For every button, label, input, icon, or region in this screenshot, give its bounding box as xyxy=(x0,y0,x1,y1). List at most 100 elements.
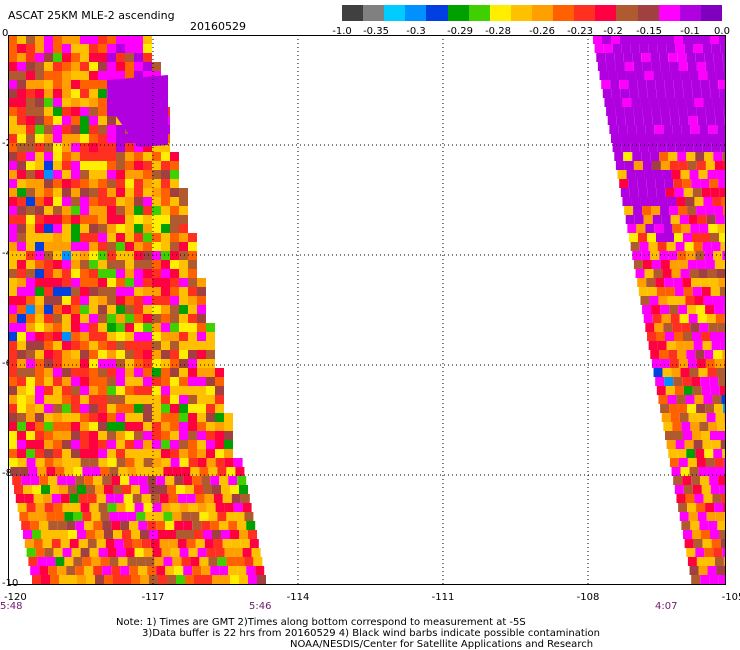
swath-cell xyxy=(690,422,700,431)
swath-cell xyxy=(138,566,148,575)
swath-cell xyxy=(650,350,660,359)
swath-cell xyxy=(26,278,35,287)
swath-cell xyxy=(26,386,35,395)
swath-cell xyxy=(44,44,53,53)
swath-cell xyxy=(659,251,669,260)
swath-cell xyxy=(89,404,98,413)
swath-cell xyxy=(8,377,17,386)
swath-cell xyxy=(698,566,708,575)
swath-cell xyxy=(71,440,80,449)
swath-cell xyxy=(107,53,116,62)
swath-cell xyxy=(118,512,128,521)
swath-cell xyxy=(642,161,652,170)
swath-cell xyxy=(627,224,637,233)
colorbar-swatch xyxy=(658,5,681,21)
swath-cell xyxy=(633,161,643,170)
swath-cell xyxy=(98,548,108,557)
swath-cell xyxy=(143,278,152,287)
swath-cell xyxy=(116,431,125,440)
swath-cell xyxy=(683,89,693,98)
swath-cell xyxy=(33,539,43,548)
swath-cell xyxy=(646,80,656,89)
swath-cell xyxy=(98,341,107,350)
swath-cell xyxy=(620,188,630,197)
swath-cell xyxy=(190,557,200,566)
swath-cell xyxy=(143,431,152,440)
swath-cell xyxy=(80,107,89,116)
swath-cell xyxy=(235,557,245,566)
swath-cell xyxy=(152,296,161,305)
swath-cell xyxy=(188,233,197,242)
swath-cell xyxy=(707,368,717,377)
swath-cell xyxy=(158,485,167,494)
swath-cell xyxy=(666,44,676,53)
swath-cell xyxy=(35,251,44,260)
swath-cell xyxy=(170,503,180,512)
swath-cell xyxy=(71,404,80,413)
swath-cell xyxy=(661,413,671,422)
swath-cell xyxy=(134,278,143,287)
swath-cell xyxy=(143,287,152,296)
swath-cell xyxy=(226,467,236,476)
swath-cell xyxy=(662,170,672,179)
swath-cell xyxy=(71,323,80,332)
swath-cell xyxy=(636,125,646,134)
swath-cell xyxy=(632,53,642,62)
swath-cell xyxy=(716,269,726,278)
swath-cell xyxy=(652,116,662,125)
swath-cell xyxy=(697,116,707,125)
x-tick-label: -120 xyxy=(4,592,27,603)
swath-cell xyxy=(679,512,689,521)
swath-cell xyxy=(190,512,200,521)
swath-cell xyxy=(84,521,94,530)
swath-cell xyxy=(170,242,179,251)
swath-cell xyxy=(651,161,661,170)
swath-cell xyxy=(675,341,685,350)
swath-cell xyxy=(705,260,715,269)
swath-cell xyxy=(242,548,252,557)
swath-cell xyxy=(8,404,17,413)
swath-cell xyxy=(648,143,658,152)
swath-cell xyxy=(26,404,35,413)
colorbar-swatch xyxy=(700,5,723,21)
swath-cell xyxy=(35,404,44,413)
swath-cell xyxy=(89,197,98,206)
swath-cell xyxy=(8,233,17,242)
swath-cell xyxy=(206,422,215,431)
swath-cell xyxy=(648,341,658,350)
swath-cell xyxy=(614,152,624,161)
swath-cell xyxy=(662,269,672,278)
swath-cell xyxy=(14,485,23,494)
swath-cell xyxy=(138,521,148,530)
swath-cell xyxy=(35,269,44,278)
swath-cell xyxy=(228,566,238,575)
swath-cell xyxy=(179,422,188,431)
swath-cell xyxy=(224,413,233,422)
swath-cell xyxy=(667,296,677,305)
swath-cell xyxy=(53,341,62,350)
swath-cell xyxy=(59,575,68,584)
swath-cell xyxy=(654,224,664,233)
swath-cell xyxy=(720,440,726,449)
swath-cell xyxy=(672,422,682,431)
swath-cell xyxy=(635,170,645,179)
swath-cell xyxy=(710,134,719,143)
swath-cell xyxy=(8,458,18,467)
swath-cell xyxy=(657,44,667,53)
swath-cell xyxy=(619,179,629,188)
swath-cell xyxy=(694,395,704,404)
swath-cell xyxy=(80,287,89,296)
swath-cell xyxy=(53,107,62,116)
swath-cell xyxy=(28,467,38,476)
swath-cell xyxy=(648,242,658,251)
swath-cell xyxy=(197,359,206,368)
swath-cell xyxy=(714,458,724,467)
swath-cell xyxy=(692,386,702,395)
swath-cell xyxy=(688,116,698,125)
swath-cell xyxy=(134,449,143,458)
swath-cell xyxy=(125,386,134,395)
swath-cell xyxy=(71,350,80,359)
swath-cell xyxy=(68,575,77,584)
swath-cell xyxy=(718,278,726,287)
swath-cell xyxy=(611,35,620,44)
